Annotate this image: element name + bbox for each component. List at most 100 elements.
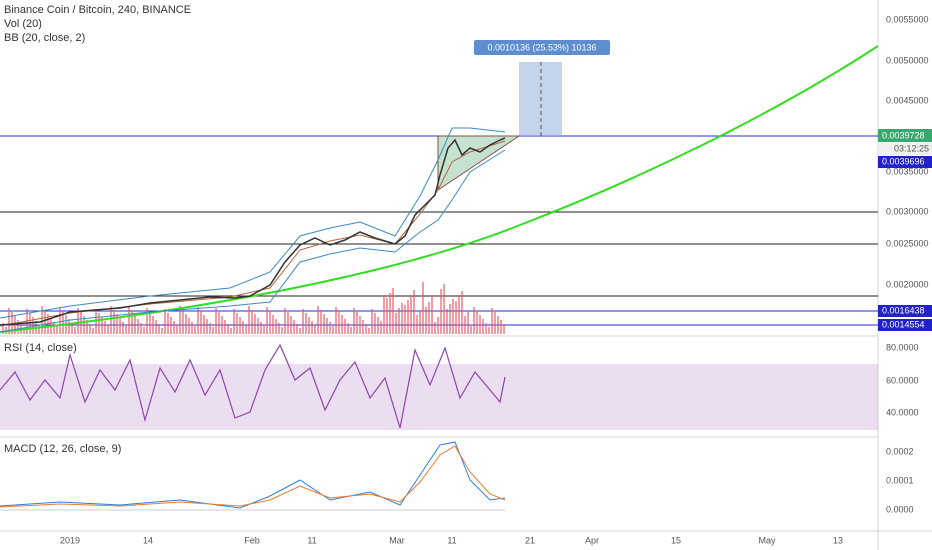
volume-bar [353, 308, 355, 334]
time-tick-label: 2019 [60, 535, 80, 545]
volume-bar [212, 327, 214, 334]
level-badge [878, 319, 932, 331]
volume-bar [257, 318, 259, 334]
volume-bar [242, 321, 244, 334]
triangle-pattern [437, 135, 521, 191]
volume-bar [275, 319, 277, 334]
volume-bar [470, 326, 472, 334]
volume-bar [389, 293, 391, 334]
volume-bar [248, 306, 250, 334]
volume-bar [101, 317, 103, 334]
volume-bar [407, 300, 409, 334]
volume-bar [350, 327, 352, 334]
price-tick-label: 0.0020000 [886, 279, 929, 289]
growth-curve [0, 45, 879, 333]
volume-bar [74, 327, 76, 334]
volume-bar [326, 318, 328, 334]
volume-bar [284, 308, 286, 334]
volume-bar [395, 313, 397, 334]
time-tick-label: May [758, 535, 776, 545]
volume-bar [185, 314, 187, 334]
bb-title: BB (20, close, 2) [4, 32, 85, 44]
price-tick-label: 0.0055000 [886, 14, 929, 24]
volume-bar [164, 309, 166, 334]
time-tick-label: Feb [244, 535, 260, 545]
volume-bar [377, 317, 379, 334]
volume-bar [188, 318, 190, 334]
price-tick-label: 0.0030000 [886, 206, 929, 216]
volume-bar [356, 312, 358, 334]
price-tick-label: 0.0035000 [886, 166, 929, 176]
volume-bar [92, 328, 94, 334]
volume-bar [347, 323, 349, 334]
volume-bar [206, 319, 208, 334]
volume-bar [143, 327, 145, 334]
volume-bar [2, 323, 4, 334]
volume-bar [221, 316, 223, 334]
volume-bar [179, 306, 181, 334]
volume-bar [263, 326, 265, 334]
volume-bar [329, 322, 331, 334]
volume-bar [386, 298, 388, 334]
volume-bar [215, 308, 217, 334]
volume-bar [239, 317, 241, 334]
volume-bar [392, 288, 394, 334]
volume-bar [374, 313, 376, 334]
volume-bar [455, 301, 457, 334]
volume-bar [461, 291, 463, 334]
volume-bar [488, 327, 490, 334]
volume-bar [146, 308, 148, 334]
time-tick-label: Mar [389, 535, 405, 545]
volume-bar [11, 312, 13, 334]
rsi-band [0, 364, 878, 430]
volume-bar [398, 308, 400, 334]
volume-bar [452, 299, 454, 334]
volume-bar [17, 320, 19, 334]
volume-bar [245, 325, 247, 334]
volume-bar [296, 324, 298, 334]
time-tick-label: 11 [447, 535, 456, 545]
volume-bar [230, 328, 232, 334]
time-tick-label: 15 [671, 535, 681, 545]
volume-bar [104, 321, 106, 334]
volume-bar [62, 311, 64, 334]
volume-bar [149, 312, 151, 334]
volume-bar [68, 319, 70, 334]
volume-bar [41, 306, 43, 334]
volume-bar [98, 313, 100, 334]
volume-bar [332, 326, 334, 334]
volume-bar [209, 323, 211, 334]
price-tick-label: 0.0045000 [886, 95, 929, 105]
volume-bar [251, 310, 253, 334]
volume-bar [425, 307, 427, 334]
volume-bar [317, 306, 319, 334]
volume-bar [428, 302, 430, 334]
measure-label: 0.0010136 (25.53%) 10136 [487, 42, 596, 52]
volume-bar [431, 297, 433, 334]
volume-bar [272, 315, 274, 334]
rsi-title: RSI (14, close) [4, 342, 77, 354]
volume-bar [113, 310, 115, 334]
countdown-badge [878, 143, 932, 155]
time-tick-label: 11 [307, 535, 316, 545]
volume-bar [125, 326, 127, 334]
level-badge-label: 0.0014554 [882, 319, 925, 329]
volume-bar [305, 313, 307, 334]
volume-bar [485, 323, 487, 334]
volume-bar [227, 324, 229, 334]
volume-bar [110, 306, 112, 334]
volume-bar [26, 309, 28, 334]
volume-bar [191, 322, 193, 334]
volume-bar [200, 311, 202, 334]
volume-bar [53, 322, 55, 334]
volume-bar [494, 312, 496, 334]
volume-bar [119, 318, 121, 334]
price-line [0, 137, 506, 326]
volume-bar [167, 313, 169, 334]
volume-bar [89, 324, 91, 334]
volume-bar [338, 311, 340, 334]
volume-title: Vol (20) [4, 18, 42, 30]
volume-bar [158, 324, 160, 334]
volume-bar [254, 314, 256, 334]
